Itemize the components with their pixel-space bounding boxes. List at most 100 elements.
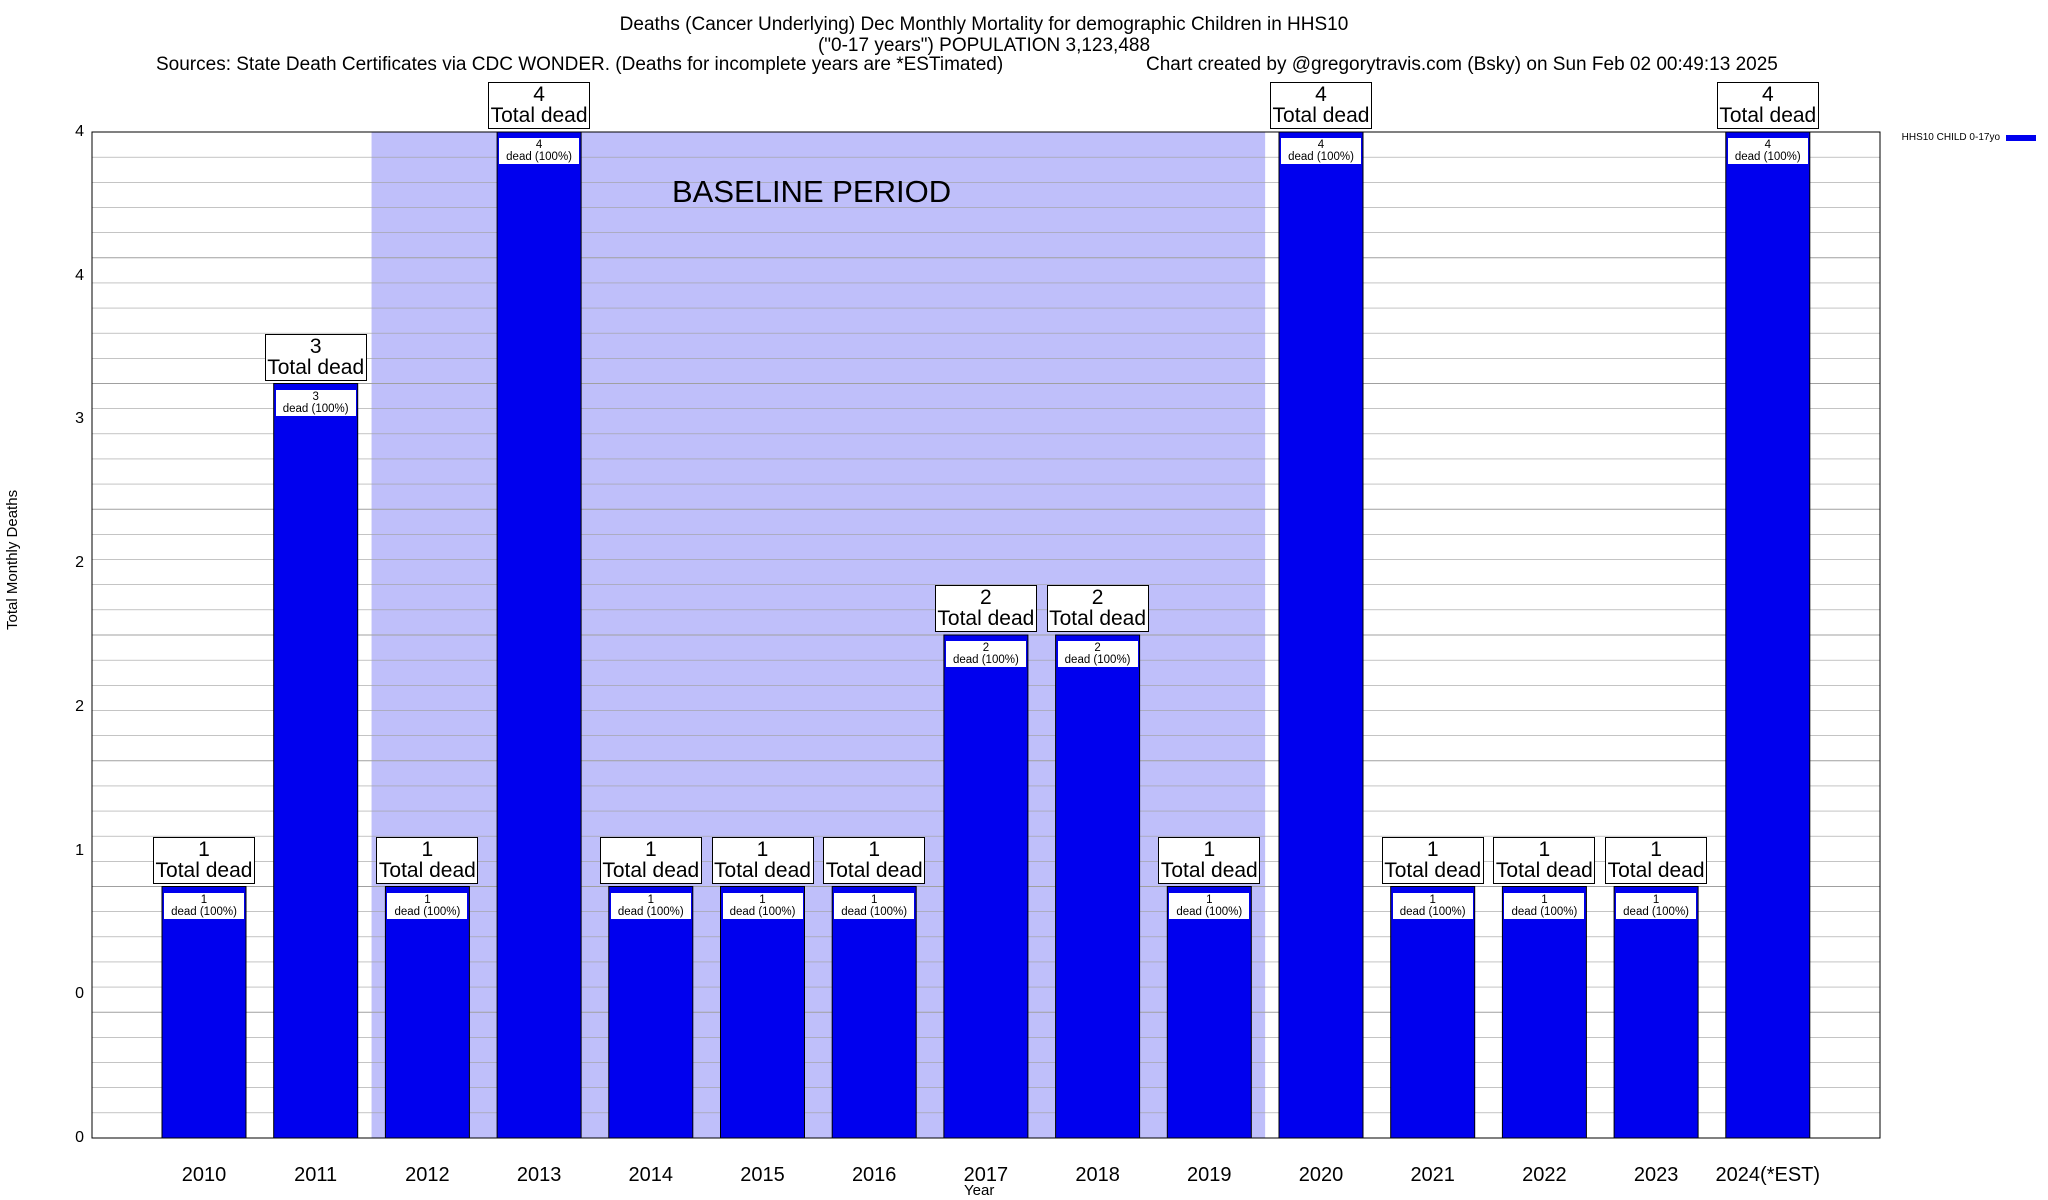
total-dead-value: 1	[868, 837, 881, 861]
bar-dead-label: 1 dead (100%)	[1616, 892, 1697, 919]
x-tick-label: 2019	[1187, 1164, 1232, 1186]
x-tick-label: 2014	[628, 1164, 674, 1186]
bar-dead-text: dead (100%)	[394, 905, 461, 918]
bar-2014	[608, 886, 694, 1139]
bar-dead-value: 2	[1094, 642, 1101, 654]
bar-dead-label: 4 dead (100%)	[499, 138, 580, 164]
bar-dead-label: 1 dead (100%)	[387, 892, 468, 919]
bar-2023	[1613, 886, 1699, 1139]
bar-dead-value: 1	[647, 893, 654, 906]
bar-2012	[384, 886, 470, 1139]
total-dead-label: 1 Total dead	[1605, 836, 1708, 884]
total-dead-label: 3 Total dead	[264, 333, 367, 381]
total-dead-text: Total dead	[825, 858, 923, 882]
bar-dead-value: 1	[1206, 893, 1213, 906]
total-dead-value: 4	[533, 83, 545, 106]
total-dead-value: 1	[1650, 837, 1662, 861]
x-tick-label: 2023	[1633, 1164, 1679, 1186]
bar-dead-text: dead (100%)	[617, 905, 684, 918]
total-dead-label: 4 Total dead	[1270, 82, 1372, 129]
bar-dead-text: dead (100%)	[1288, 151, 1354, 163]
bar-dead-value: 1	[1429, 893, 1436, 906]
y-tick-label: 2	[75, 697, 84, 715]
bar-dead-text: dead (100%)	[1399, 905, 1466, 918]
bar-2020	[1278, 131, 1364, 1139]
legend-label: HHS10 CHILD 0-17yo	[1901, 132, 2000, 143]
x-tick-label: 2020	[1298, 1164, 1344, 1186]
legend-swatch	[2006, 134, 2036, 141]
total-dead-text: Total dead	[267, 355, 365, 379]
bar-dead-label: 3 dead (100%)	[275, 389, 356, 416]
total-dead-value: 1	[644, 837, 657, 861]
total-dead-value: 2	[1091, 586, 1104, 609]
total-dead-label: 1 Total dead	[376, 836, 479, 884]
x-tick-label: 2018	[1075, 1164, 1120, 1186]
total-dead-label: 1 Total dead	[1158, 836, 1261, 884]
total-dead-text: Total dead	[1049, 607, 1147, 630]
bar-dead-label: 1 dead (100%)	[1504, 892, 1585, 919]
bar-dead-label: 4 dead (100%)	[1727, 138, 1808, 164]
x-tick-label: 2015	[740, 1164, 785, 1186]
total-dead-label: 1 Total dead	[1381, 836, 1484, 884]
bar-2010	[161, 886, 247, 1139]
total-dead-text: Total dead	[602, 858, 700, 882]
title-line-2: ("0-17 years") POPULATION 3,123,488	[817, 35, 1151, 56]
total-dead-text: Total dead	[714, 858, 811, 882]
total-dead-label: 4 Total dead	[488, 82, 591, 129]
bar-dead-text: dead (100%)	[1064, 654, 1131, 666]
bar-dead-label: 1 dead (100%)	[164, 892, 244, 919]
sources-line: Sources: State Death Certificates via CD…	[156, 54, 1004, 75]
total-dead-label: 2 Total dead	[934, 585, 1037, 632]
bar-2022	[1501, 886, 1587, 1139]
total-dead-text: Total dead	[490, 104, 588, 127]
bar-dead-text: dead (100%)	[952, 654, 1019, 666]
credit-line: Chart created by @gregorytravis.com (Bsk…	[1146, 54, 1778, 75]
total-dead-text: Total dead	[155, 858, 253, 882]
y-tick-label: 4	[75, 123, 84, 140]
bar-dead-label: 2 dead (100%)	[945, 641, 1026, 667]
total-dead-value: 1	[1538, 837, 1551, 861]
bar-dead-label: 1 dead (100%)	[610, 892, 691, 919]
legend: HHS10 CHILD 0-17yo	[1902, 132, 2048, 143]
bar-2016	[831, 886, 917, 1139]
x-tick-label: 2021	[1410, 1164, 1455, 1186]
bar-2021	[1390, 886, 1476, 1139]
total-dead-label: 1 Total dead	[711, 836, 814, 884]
bar-dead-text: dead (100%)	[506, 151, 573, 163]
total-dead-label: 1 Total dead	[153, 836, 255, 884]
total-dead-text: Total dead	[378, 858, 476, 882]
total-dead-label: 1 Total dead	[599, 836, 702, 884]
x-tick-label: 2016	[851, 1164, 897, 1186]
bar-dead-label: 1 dead (100%)	[1169, 892, 1250, 919]
total-dead-text: Total dead	[1607, 858, 1705, 882]
total-dead-value: 1	[421, 837, 434, 861]
y-tick-label: 0	[75, 1129, 84, 1146]
y-tick-label: 2	[75, 554, 84, 572]
x-tick-label: 2013	[516, 1164, 562, 1186]
bar-dead-label: 1 dead (100%)	[834, 892, 915, 919]
total-dead-value: 1	[1203, 837, 1216, 861]
bar-dead-value: 3	[312, 390, 319, 403]
bar-dead-value: 2	[982, 642, 990, 654]
bar-dead-value: 1	[424, 893, 431, 906]
bar-2011	[273, 383, 359, 1139]
total-dead-value: 2	[980, 586, 992, 609]
total-dead-text: Total dead	[1495, 858, 1593, 882]
bar-2013	[496, 131, 582, 1139]
bar-dead-text: dead (100%)	[729, 905, 796, 918]
y-tick-label: 0	[75, 985, 84, 1003]
bar-dead-value: 1	[1541, 893, 1548, 906]
bar-dead-text: dead (100%)	[1176, 905, 1243, 918]
bar-2018	[1055, 634, 1141, 1139]
total-dead-value: 4	[1315, 83, 1327, 106]
total-dead-value: 1	[198, 837, 210, 861]
bar-dead-text: dead (100%)	[282, 402, 349, 415]
x-axis-label: Year	[964, 1182, 995, 1199]
bar-dead-text: dead (100%)	[841, 905, 908, 918]
title-line-1: Deaths (Cancer Underlying) Dec Monthly M…	[619, 14, 1349, 35]
bar-dead-label: 1 dead (100%)	[1392, 892, 1473, 919]
bar-dead-text: dead (100%)	[1734, 151, 1801, 163]
total-dead-value: 3	[309, 334, 322, 358]
x-tick-label: 2012	[405, 1164, 450, 1186]
